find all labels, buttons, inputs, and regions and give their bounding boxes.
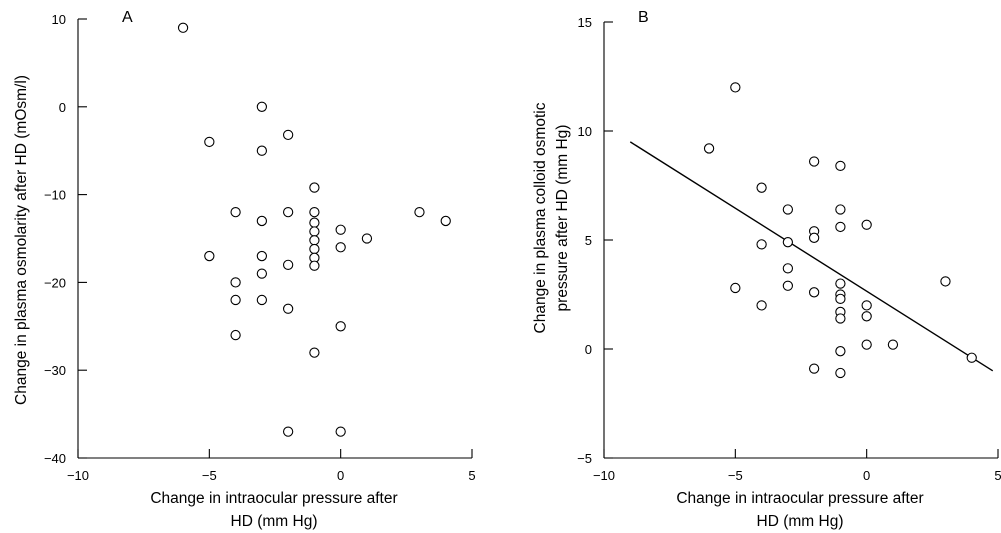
panel-a-data-point bbox=[440, 215, 451, 227]
panel-a-data-point bbox=[256, 294, 268, 306]
panel-a-data-point bbox=[282, 129, 294, 141]
panel-b-data-point bbox=[861, 219, 872, 230]
panel-b-x-tick-label: 5 bbox=[994, 468, 1001, 483]
panel-a-data-point bbox=[204, 250, 215, 262]
panel-b-y-axis-title-line-1: Change in plasma colloid osmotic bbox=[532, 102, 549, 333]
panel-b-data-point bbox=[835, 160, 846, 172]
panel-a-axes: −40 −30 −20 −10 0 10 −10 −5 0 5 bbox=[44, 12, 476, 483]
panel-b-data-point bbox=[808, 363, 820, 374]
panel-a-data-point bbox=[282, 207, 294, 218]
panel-a-data-point bbox=[414, 207, 425, 218]
panel-b-data-point bbox=[861, 300, 872, 311]
panel-a-data-point bbox=[309, 217, 320, 228]
panel-a-x-axis-title-line-1: Change in intraocular pressure after bbox=[150, 490, 397, 507]
panel-b-data-point bbox=[703, 143, 715, 154]
panel-a-data-point bbox=[177, 22, 189, 33]
panel-b-data-points bbox=[703, 82, 977, 379]
panel-b-data-point bbox=[861, 339, 872, 350]
panel-b-data-point bbox=[966, 352, 977, 363]
panel-a-data-point bbox=[256, 215, 268, 227]
panel-b-data-point bbox=[808, 232, 820, 243]
panel-b-data-point bbox=[835, 367, 846, 379]
panel-a-data-point bbox=[230, 277, 241, 288]
panel-a-data-point bbox=[335, 321, 346, 332]
panel-a-y-axis-title: Change in plasma osmolarity after HD (mO… bbox=[13, 75, 30, 405]
panel-a-data-point bbox=[256, 250, 268, 262]
panel-a-scatter-plot: A Change in plasma osmolarity after HD (… bbox=[13, 9, 476, 530]
panel-a-y-tick-label: 10 bbox=[52, 12, 66, 27]
panel-a-data-points bbox=[177, 22, 451, 437]
panel-b-data-point bbox=[835, 278, 846, 289]
panel-a-data-point bbox=[335, 426, 346, 437]
panel-a-y-tick-label: −20 bbox=[44, 275, 66, 290]
panel-b-x-tick-label: −5 bbox=[728, 468, 743, 483]
panel-a-data-point bbox=[309, 243, 320, 255]
panel-b-x-tick-label: 0 bbox=[863, 468, 870, 483]
panel-b-data-point bbox=[756, 182, 767, 193]
panel-b-y-tick-label: 5 bbox=[585, 233, 592, 248]
panel-b-y-axis-title-line-2: pressure after HD (mm Hg) bbox=[554, 125, 571, 312]
panel-b-label: B bbox=[638, 9, 649, 26]
panel-b-regression-line bbox=[629, 141, 994, 372]
panel-a-data-point bbox=[361, 233, 373, 244]
panel-b-data-point bbox=[782, 280, 794, 291]
panel-a-data-point bbox=[309, 347, 320, 358]
panel-b-y-tick-label: 15 bbox=[578, 15, 592, 30]
panel-a-data-point bbox=[309, 207, 320, 218]
panel-b-y-tick-label: 10 bbox=[578, 124, 592, 139]
panel-b-data-point bbox=[835, 221, 846, 233]
panel-a-x-tick-label: 0 bbox=[337, 468, 344, 483]
panel-b-data-point bbox=[782, 263, 794, 274]
panel-a-data-point bbox=[256, 145, 268, 156]
panel-a-data-point bbox=[309, 226, 320, 237]
panel-b-data-point bbox=[782, 237, 794, 248]
panel-b-data-point bbox=[756, 239, 767, 250]
panel-a-label: A bbox=[122, 9, 133, 26]
panel-a-data-point bbox=[309, 260, 320, 271]
panel-a-data-point bbox=[309, 182, 320, 193]
panel-b-x-axis-title-line-1: Change in intraocular pressure after bbox=[676, 490, 923, 507]
panel-a-x-tick-label: 5 bbox=[468, 468, 475, 483]
panel-a-data-point bbox=[335, 242, 346, 253]
panel-a-x-axis-title-line-2: HD (mm Hg) bbox=[231, 513, 318, 530]
panel-a-y-tick-label: −30 bbox=[44, 363, 66, 378]
panel-a-y-tick-label: 0 bbox=[59, 100, 66, 115]
panel-a-x-tick-label: −5 bbox=[202, 468, 217, 483]
panel-b-data-point bbox=[808, 156, 820, 167]
panel-a-data-point bbox=[256, 101, 268, 112]
panel-b-data-point bbox=[861, 311, 872, 322]
panel-a-data-point bbox=[282, 426, 294, 437]
panel-b-data-point bbox=[730, 82, 741, 93]
panel-b-y-tick-label: 0 bbox=[585, 342, 592, 357]
panel-b-data-point bbox=[835, 204, 846, 215]
panel-b-data-point bbox=[808, 287, 820, 298]
panel-b-scatter-plot: B Change in plasma colloid osmotic press… bbox=[532, 9, 1001, 530]
panel-a-data-point bbox=[230, 294, 241, 306]
panel-a-x-tick-label: −10 bbox=[67, 468, 89, 483]
panel-a-data-point bbox=[335, 224, 346, 235]
panel-a-data-point bbox=[256, 268, 268, 279]
panel-a-y-tick-label: −40 bbox=[44, 451, 66, 466]
panel-a-data-point bbox=[282, 303, 294, 314]
panel-b-data-point bbox=[756, 300, 767, 311]
panel-b-y-tick-label: −5 bbox=[577, 451, 592, 466]
panel-a-data-point bbox=[230, 329, 241, 341]
panel-b-x-axis-title-line-2: HD (mm Hg) bbox=[757, 513, 844, 530]
panel-a-data-point bbox=[309, 235, 320, 246]
panel-b-data-point bbox=[940, 276, 951, 287]
panel-a-data-point bbox=[282, 259, 294, 270]
panel-b-data-point bbox=[782, 204, 794, 215]
panel-b-data-point bbox=[835, 346, 846, 357]
panel-b-data-point bbox=[835, 293, 846, 305]
panel-b-data-point bbox=[730, 282, 741, 294]
panel-a-data-point bbox=[230, 207, 241, 218]
panel-b-x-tick-label: −10 bbox=[593, 468, 615, 483]
panel-b-data-point bbox=[887, 339, 899, 350]
panel-a-y-tick-label: −10 bbox=[44, 188, 66, 203]
panel-b-data-point bbox=[835, 313, 846, 324]
panel-a-data-point bbox=[204, 136, 215, 148]
